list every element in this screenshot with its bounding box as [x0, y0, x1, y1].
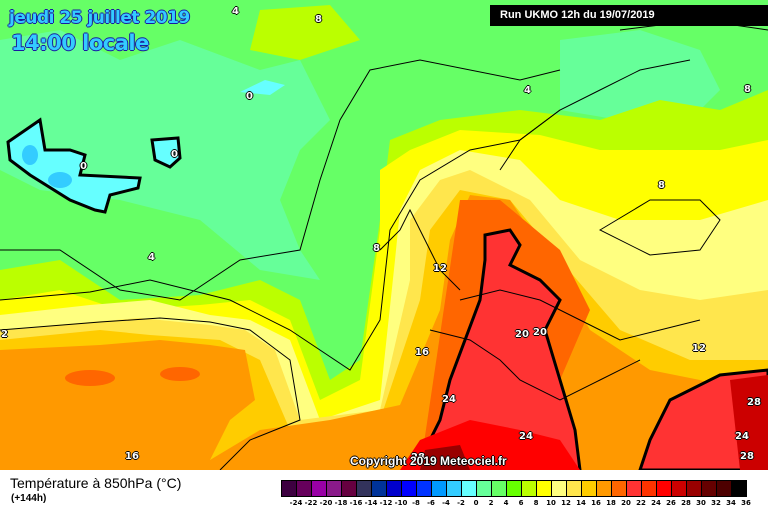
isotherm-label: 24 [735, 431, 749, 442]
isotherm-label: 4 [232, 6, 239, 17]
colorbar-swatch [297, 481, 312, 496]
legend-footer: Température à 850hPa (°C) (+144h) -24 -22… [0, 470, 768, 512]
isotherm-label: 0 [80, 161, 87, 172]
colorbar-tick-label: 20 [621, 499, 631, 507]
colorbar-ticks: -24 -22 -20 -18 -16 -14 -12 -10 -8 -6 -4 -2 0 2 4 6 8 10 1… [281, 499, 761, 509]
colorbar-swatch [462, 481, 477, 496]
colorbar-tick-label: 36 [741, 499, 751, 507]
forecast-time: 14:00 locale [11, 31, 149, 55]
isotherm-label: 8 [658, 180, 665, 191]
colorbar-swatch [687, 481, 702, 496]
copyright-text: Copyright 2019 Meteociel.fr [350, 454, 507, 468]
colorbar-tick-label: 34 [726, 499, 736, 507]
isotherm-label: 12 [692, 343, 706, 354]
colorbar-swatch [597, 481, 612, 496]
colorbar-swatch [702, 481, 717, 496]
colorbar-swatch [417, 481, 432, 496]
colorbar-swatch [327, 481, 342, 496]
colorbar-swatch [342, 481, 357, 496]
colorbar-tick-label: -4 [442, 499, 450, 507]
colorbar-swatch [387, 481, 402, 496]
colorbar-tick-label: -20 [319, 499, 333, 507]
colorbar-tick-label: -24 [289, 499, 303, 507]
isotherm-label: 28 [411, 452, 425, 463]
colorbar-swatch [507, 481, 522, 496]
isotherm-label: 20 [515, 329, 529, 340]
colorbar-tick-label: -10 [394, 499, 408, 507]
colorbar-swatch [282, 481, 297, 496]
isotherm-label: 8 [744, 84, 751, 95]
colorbar-swatch [537, 481, 552, 496]
colorbar-swatch [642, 481, 657, 496]
colorbar-tick-label: 28 [681, 499, 691, 507]
colorbar-swatch [312, 481, 327, 496]
isotherm-label: 24 [519, 431, 533, 442]
colorbar-tick-label: 26 [666, 499, 676, 507]
colorbar-swatch [732, 481, 746, 496]
colorbar-tick-label: -18 [334, 499, 348, 507]
colorbar-tick-label: 4 [503, 499, 509, 507]
colorbar-tick-label: 22 [636, 499, 646, 507]
colorbar-swatch [717, 481, 732, 496]
isotherm-label: 2 [1, 329, 8, 340]
colorbar-tick-label: 6 [518, 499, 524, 507]
colorbar-swatch [627, 481, 642, 496]
colorbar-tick-label: -6 [427, 499, 435, 507]
colorbar-tick-label: 14 [576, 499, 586, 507]
isotherm-label: 4 [524, 85, 531, 96]
colorbar-tick-label: -16 [349, 499, 363, 507]
colorbar-swatch [492, 481, 507, 496]
isotherm-label: 12 [433, 263, 447, 274]
colorbar-tick-label: 30 [696, 499, 706, 507]
colorbar-swatch [522, 481, 537, 496]
colorbar-tick-label: 10 [546, 499, 556, 507]
colorbar-tick-label: -12 [379, 499, 393, 507]
map-canvas [0, 0, 768, 470]
isotherm-label: 16 [415, 347, 429, 358]
colorbar-swatch [447, 481, 462, 496]
isotherm-label: 20 [533, 327, 547, 338]
colorbar-tick-label: 18 [606, 499, 616, 507]
colorbar-tick-label: -8 [412, 499, 420, 507]
colorbar-swatch [552, 481, 567, 496]
colorbar-tick-label: 2 [488, 499, 494, 507]
colorbar-swatch [672, 481, 687, 496]
colorbar-swatch [432, 481, 447, 496]
colorbar-tick-label: -22 [304, 499, 318, 507]
colorbar-tick-label: 12 [561, 499, 571, 507]
forecast-offset: (+144h) [11, 493, 47, 504]
colorbar-swatch [582, 481, 597, 496]
isotherm-label: 24 [442, 394, 456, 405]
isotherm-label: 4 [148, 252, 155, 263]
colorbar-swatch [657, 481, 672, 496]
colorbar-swatch [567, 481, 582, 496]
colorbar-swatch [612, 481, 627, 496]
isotherm-label: 28 [747, 397, 761, 408]
model-run-label: Run UKMO 12h du 19/07/2019 [490, 5, 768, 26]
isotherm-label: 0 [246, 91, 253, 102]
colorbar-swatch [402, 481, 417, 496]
colorbar-swatch [372, 481, 387, 496]
temperature-map: jeudi 25 juillet 2019 14:00 locale Run U… [0, 0, 768, 470]
isotherm-label: 28 [740, 451, 754, 462]
colorbar-tick-label: 0 [473, 499, 479, 507]
isotherm-label: 8 [373, 243, 380, 254]
temperature-colorbar [281, 480, 747, 497]
colorbar-swatch [477, 481, 492, 496]
colorbar-tick-label: 16 [591, 499, 601, 507]
isotherm-label: 8 [315, 14, 322, 25]
colorbar-tick-label: 8 [533, 499, 539, 507]
colorbar-tick-label: -2 [457, 499, 465, 507]
legend-title: Température à 850hPa (°C) [10, 475, 182, 491]
forecast-date: jeudi 25 juillet 2019 [9, 8, 190, 28]
isotherm-label: 16 [125, 451, 139, 462]
colorbar-tick-label: -14 [364, 499, 378, 507]
colorbar-tick-label: 32 [711, 499, 721, 507]
colorbar-tick-label: 24 [651, 499, 661, 507]
isotherm-label: 0 [171, 149, 178, 160]
colorbar-swatch [357, 481, 372, 496]
